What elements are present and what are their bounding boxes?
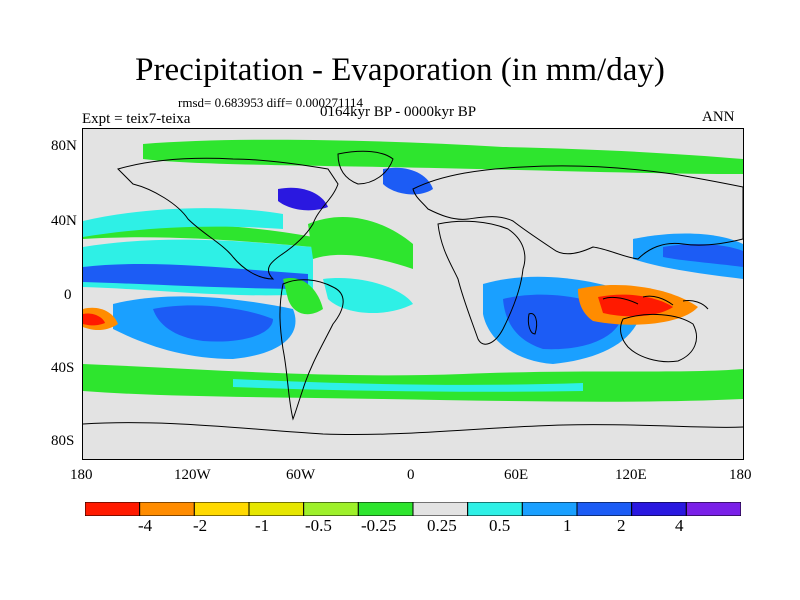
southern-green <box>83 364 743 402</box>
itcz-pacific-blue <box>83 264 308 289</box>
africa-coast <box>437 220 526 345</box>
stats-line: rmsd= 0.683953 diff= 0.000271114 <box>178 95 363 110</box>
north-pacific-cyan <box>83 208 283 237</box>
madagascar-coast <box>527 312 538 335</box>
antarctica-coast <box>83 422 743 436</box>
colorbar-segment <box>248 502 305 516</box>
y-tick-80S: 80S <box>51 433 75 449</box>
map-panel <box>82 128 744 460</box>
colorbar-label-4: -0.5 <box>305 516 332 535</box>
x-tick-0: 0 <box>407 467 415 483</box>
colorbar <box>85 502 741 516</box>
maritime-red <box>598 294 673 317</box>
south-america-dry <box>283 278 323 315</box>
colorbar-segment <box>685 502 741 516</box>
west-pacific-core <box>663 244 743 267</box>
colorbar-label-5: -0.25 <box>361 516 397 535</box>
plot-title: Precipitation - Evaporation (in mm/day) <box>135 52 665 88</box>
colorbar-segment <box>85 502 141 516</box>
indonesia-coast <box>602 295 709 310</box>
y-tick-80N: 80N <box>51 138 77 154</box>
greenland-coast <box>337 150 394 185</box>
season-label: ANN <box>702 109 735 125</box>
arctic-green <box>143 139 743 174</box>
field-shading <box>83 139 743 402</box>
colorbar-label-7: 0.5 <box>489 516 511 535</box>
colorbar-segment <box>467 502 523 516</box>
colorbar-segment <box>412 502 469 516</box>
australia-coast <box>620 314 697 363</box>
colorbar-label-8: 1 <box>563 516 572 535</box>
southern-cyan <box>233 379 583 392</box>
colorbar-label-2: -2 <box>193 516 208 535</box>
hudson-blue <box>278 187 328 211</box>
x-tick-180E: 180 <box>729 467 752 483</box>
colorbar-label-9: 2 <box>617 516 626 535</box>
dateline-red-core <box>83 313 105 326</box>
colorbar-segment <box>631 502 687 516</box>
x-tick-180W: 180 <box>70 467 93 483</box>
north-america-coast <box>117 157 339 280</box>
colorbar-label-10: 4 <box>675 516 684 535</box>
atlantic-green <box>308 216 413 269</box>
colorbar-segment <box>576 502 633 516</box>
colorbar-segment <box>303 502 359 516</box>
coastlines <box>83 150 743 436</box>
x-tick-120W: 120W <box>174 467 211 483</box>
colorbar-label-6: 0.25 <box>427 516 457 535</box>
north-atlantic-blue <box>383 167 433 195</box>
colorbar-segment <box>521 502 578 516</box>
x-tick-60E: 60E <box>504 467 529 483</box>
y-tick-0: 0 <box>64 287 72 303</box>
x-tick-120E: 120E <box>615 467 647 483</box>
period-label: 0164kyr BP - 0000kyr BP <box>320 104 477 120</box>
south-america-coast <box>279 279 344 421</box>
colorbar-segment <box>357 502 414 516</box>
y-tick-40S: 40S <box>51 360 75 376</box>
south-pacific-dark <box>153 305 273 342</box>
y-tick-40N: 40N <box>51 213 77 229</box>
colorbar-segment <box>193 502 250 516</box>
x-tick-60W: 60W <box>286 467 316 483</box>
colorbar-label-1: -4 <box>138 516 153 535</box>
colorbar-label-3: -1 <box>255 516 270 535</box>
colorbar-segment <box>139 502 195 516</box>
experiment-label: Expt = teix7-teixa <box>82 111 191 127</box>
atlantic-cyan <box>323 278 413 314</box>
europe-asia-coast <box>412 165 743 260</box>
